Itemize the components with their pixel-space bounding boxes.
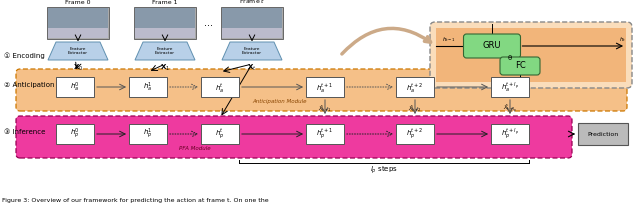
- Text: $\hat{X}_{t+l_p}$: $\hat{X}_{t+l_p}$: [503, 102, 517, 115]
- Bar: [135, 28, 195, 38]
- Bar: [134, 7, 196, 39]
- Text: $h_t$: $h_t$: [619, 36, 626, 44]
- Text: ...: ...: [204, 18, 213, 28]
- Bar: [396, 77, 434, 97]
- Text: $h_p^{t+2}$: $h_p^{t+2}$: [406, 127, 424, 141]
- Text: Feature
Extractor: Feature Extractor: [155, 47, 175, 55]
- Bar: [129, 77, 167, 97]
- Text: ② Anticipation: ② Anticipation: [4, 82, 54, 88]
- Text: Frame 0: Frame 0: [65, 0, 91, 5]
- Text: Frame 1: Frame 1: [152, 0, 178, 5]
- FancyBboxPatch shape: [430, 22, 632, 88]
- Bar: [222, 28, 282, 38]
- Text: Figure 3: Overview of our framework for predicting the action at frame t. On one: Figure 3: Overview of our framework for …: [2, 198, 269, 203]
- Bar: [56, 124, 94, 144]
- Text: $h_a^{t+2}$: $h_a^{t+2}$: [406, 81, 424, 93]
- Text: $\mathbf{X}_1$: $\mathbf{X}_1$: [160, 63, 170, 73]
- Text: $h_p^1$: $h_p^1$: [143, 127, 153, 141]
- Text: $h_a^{t+1}$: $h_a^{t+1}$: [316, 81, 333, 93]
- Bar: [221, 7, 283, 39]
- Text: $h_a^1$: $h_a^1$: [143, 80, 153, 94]
- Text: FC: FC: [515, 61, 525, 71]
- Bar: [47, 7, 109, 39]
- Text: $\hat{X}_{t+1}$: $\hat{X}_{t+1}$: [318, 103, 332, 114]
- Bar: [578, 123, 628, 145]
- Text: $l_p$ steps: $l_p$ steps: [370, 164, 398, 176]
- Text: Feature
Extractor: Feature Extractor: [242, 47, 262, 55]
- Text: $h_p^t$: $h_p^t$: [215, 127, 225, 141]
- Text: ① Encoding: ① Encoding: [4, 53, 45, 59]
- FancyBboxPatch shape: [16, 69, 627, 111]
- Text: $h_{t-1}$: $h_{t-1}$: [442, 36, 456, 44]
- Bar: [135, 8, 195, 38]
- Text: $h_a^0$: $h_a^0$: [70, 80, 80, 94]
- Text: Feature
Extractor: Feature Extractor: [68, 47, 88, 55]
- Text: $h_p^{t+l_p}$: $h_p^{t+l_p}$: [501, 127, 519, 141]
- Text: Anticipation Module: Anticipation Module: [253, 99, 307, 104]
- Bar: [396, 124, 434, 144]
- Text: $h_p^{t+1}$: $h_p^{t+1}$: [316, 127, 333, 141]
- Bar: [201, 77, 239, 97]
- Bar: [222, 8, 282, 38]
- Text: $h_p^0$: $h_p^0$: [70, 127, 80, 141]
- Bar: [129, 124, 167, 144]
- Bar: [306, 124, 344, 144]
- Bar: [48, 8, 108, 38]
- Text: θ: θ: [508, 54, 512, 61]
- Text: $h_a^t$: $h_a^t$: [216, 81, 225, 93]
- FancyBboxPatch shape: [500, 57, 540, 75]
- Text: $\mathbf{X}_0$: $\mathbf{X}_0$: [73, 63, 83, 73]
- Text: PFA Module: PFA Module: [179, 146, 211, 151]
- Text: ③ Inference: ③ Inference: [4, 129, 45, 135]
- FancyBboxPatch shape: [463, 34, 520, 58]
- Bar: [56, 77, 94, 97]
- Bar: [201, 124, 239, 144]
- Text: GRU: GRU: [483, 41, 501, 51]
- FancyBboxPatch shape: [16, 116, 572, 158]
- Text: $\mathbf{X}_t$: $\mathbf{X}_t$: [247, 63, 257, 73]
- Bar: [436, 28, 626, 82]
- Text: $h_a^{t+l_p}$: $h_a^{t+l_p}$: [501, 80, 519, 94]
- Bar: [491, 124, 529, 144]
- Polygon shape: [48, 42, 108, 60]
- Text: Prediction: Prediction: [588, 132, 619, 136]
- Text: Frame $t$: Frame $t$: [239, 0, 265, 5]
- Polygon shape: [222, 42, 282, 60]
- Text: $\hat{X}_{t+2}$: $\hat{X}_{t+2}$: [408, 103, 422, 114]
- Bar: [491, 77, 529, 97]
- Polygon shape: [135, 42, 195, 60]
- Bar: [48, 28, 108, 38]
- Bar: [306, 77, 344, 97]
